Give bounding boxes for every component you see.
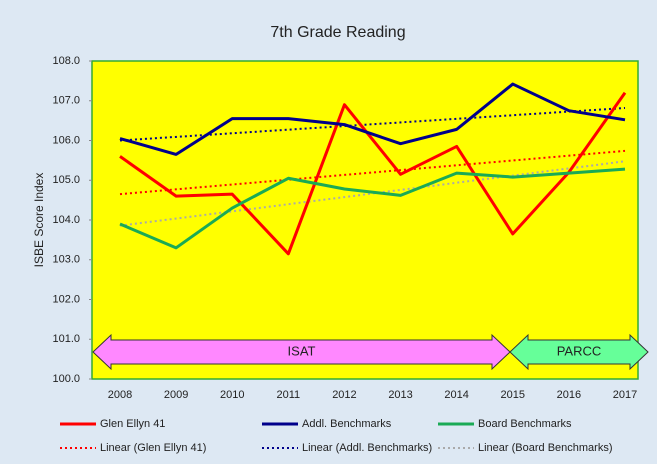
legend-label: Linear (Glen Ellyn 41) (100, 442, 206, 454)
annotation-label: PARCC (557, 343, 602, 358)
legend-label: Linear (Board Benchmarks) (478, 442, 613, 454)
plot-area (91, 60, 639, 380)
x-tick-label: 2016 (557, 389, 581, 401)
annotation-label: ISAT (288, 343, 316, 358)
y-tick-label: 102.0 (52, 293, 80, 305)
x-tick-label: 2017 (613, 389, 637, 401)
x-tick-label: 2008 (108, 389, 132, 401)
x-tick-label: 2014 (444, 389, 468, 401)
y-tick-label: 105.0 (52, 174, 80, 186)
series-line (119, 82, 626, 156)
y-tick-label: 101.0 (52, 333, 80, 345)
x-tick-label: 2011 (277, 389, 301, 401)
legend-label: Linear (Addl. Benchmarks) (302, 442, 432, 454)
y-tick-label: 107.0 (52, 95, 80, 107)
trend-line (119, 106, 626, 142)
y-tick-label: 103.0 (52, 254, 80, 266)
chart-title: 7th Grade Reading (270, 24, 405, 41)
series-line (119, 91, 627, 256)
x-tick-label: 2013 (388, 389, 412, 401)
y-tick-label: 104.0 (52, 214, 80, 226)
x-tick-label: 2015 (501, 389, 525, 401)
y-tick-label: 106.0 (52, 134, 80, 146)
x-tick-label: 2009 (164, 389, 188, 401)
x-tick-label: 2012 (332, 389, 356, 401)
y-axis-label: ISBE Score Index (32, 173, 46, 268)
series-line (119, 167, 626, 250)
y-tick-label: 100.0 (52, 373, 80, 385)
y-tick-label: 108.0 (52, 55, 80, 67)
legend-label: Board Benchmarks (478, 418, 572, 430)
x-tick-label: 2010 (220, 389, 244, 401)
legend-label: Addl. Benchmarks (302, 418, 392, 430)
legend-label: Glen Ellyn 41 (100, 418, 165, 430)
annotation-arrow (509, 333, 649, 371)
